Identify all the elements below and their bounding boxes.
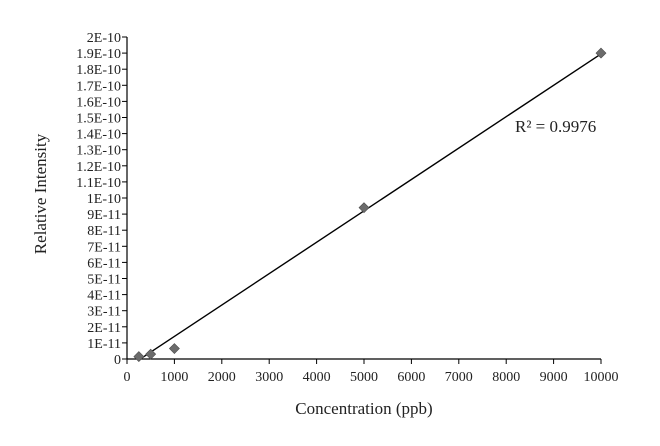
axes [126,37,601,360]
data-point [145,348,157,360]
y-tick-label: 1.4E-10 [76,128,121,143]
y-tick-label: 1.1E-10 [76,176,121,191]
y-tick-label: 1.2E-10 [76,160,121,175]
r-squared-annotation: R² = 0.9976 [515,117,596,136]
x-tick-label: 6000 [397,370,425,385]
y-tick-label: 1.8E-10 [76,63,121,78]
x-tick-label: 9000 [540,370,568,385]
y-tick-label: 7E-11 [87,240,121,255]
y-tick-label: 1.5E-10 [76,112,121,127]
x-tick-label: 1000 [160,370,188,385]
y-tick-label: 6E-11 [87,256,121,271]
trendline-group [138,53,602,361]
x-tick-label: 2000 [208,370,236,385]
y-tick-label: 3E-11 [87,305,121,320]
data-points [133,47,607,363]
x-tick-label: 3000 [255,370,283,385]
x-tick-label: 4000 [303,370,331,385]
trendline [138,53,602,361]
y-tick-label: 1E-10 [87,192,121,207]
x-axis-title: Concentration (ppb) [295,399,432,418]
y-tick-label: 8E-11 [87,224,121,239]
y-tick-label: 0 [114,353,121,368]
data-point [168,343,180,354]
y-tick-label: 4E-11 [87,289,121,304]
y-tick-label: 5E-11 [87,273,121,288]
y-tick-label: 9E-11 [87,208,121,223]
y-tick-label: 1.7E-10 [76,79,121,94]
x-tick-label: 8000 [492,370,520,385]
y-tick-label: 2E-10 [87,31,121,46]
data-point [358,202,370,214]
y-tick-label: 1E-11 [87,337,121,352]
x-axis-ticks: 0 1000 2000 3000 4000 5000 6000 7000 8000 9000 100… [124,359,619,385]
y-tick-label: 2E-11 [87,321,121,336]
x-tick-label: 0 [124,370,131,385]
x-tick-label: 5000 [350,370,378,385]
x-tick-label: 10000 [584,370,619,385]
y-tick-label: 1.6E-10 [76,95,121,110]
y-tick-label: 1.3E-10 [76,144,121,159]
data-point [595,47,607,59]
y-axis-title: Relative Intensity [31,133,50,254]
data-point [133,351,145,363]
x-tick-label: 7000 [445,370,473,385]
y-tick-label: 1.9E-10 [76,47,121,62]
